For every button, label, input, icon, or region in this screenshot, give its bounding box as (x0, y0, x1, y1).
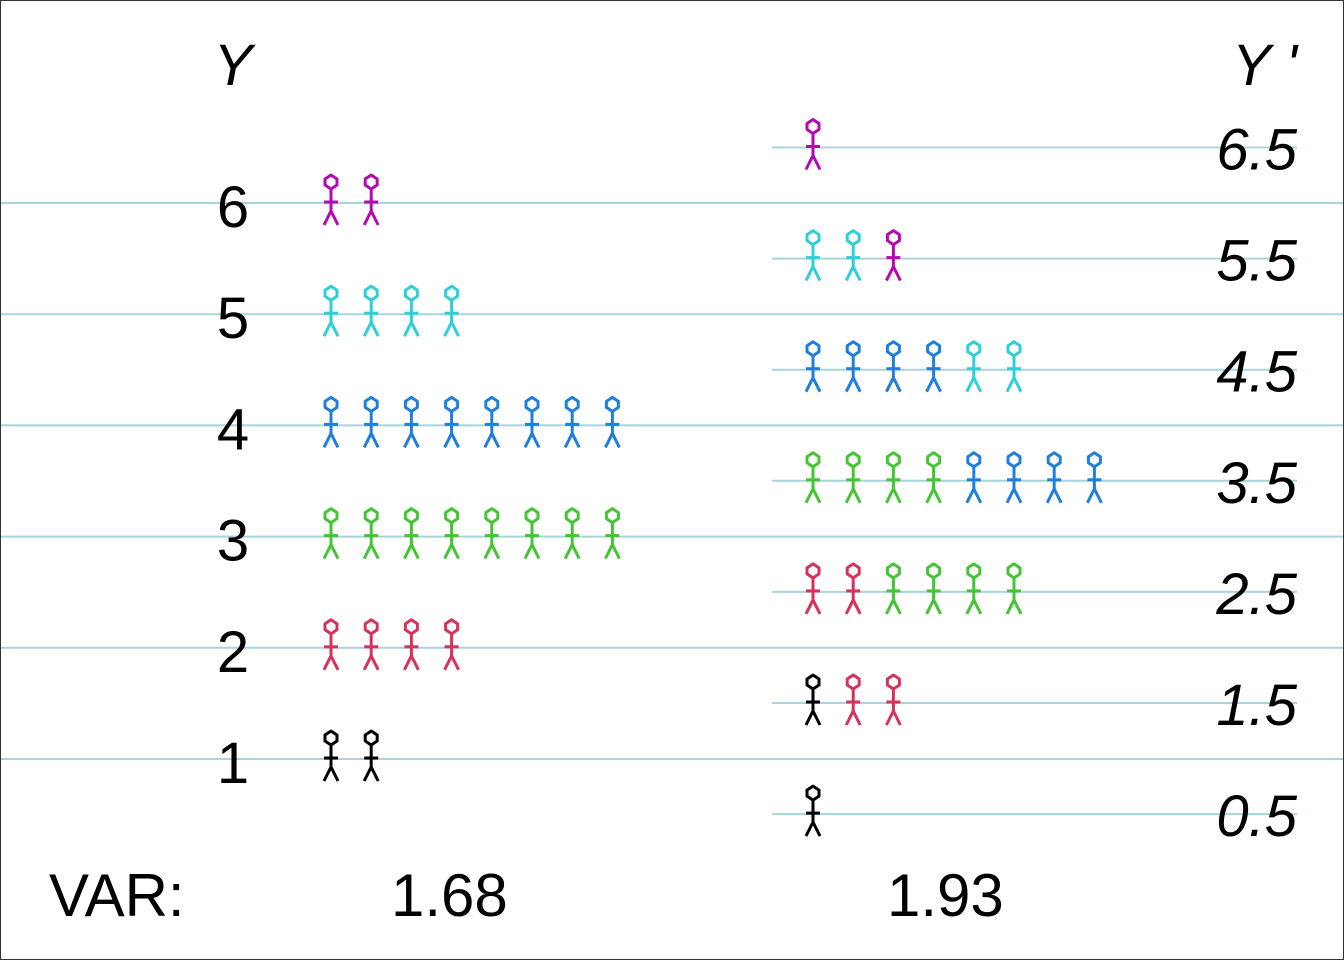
person-y-4 (523, 395, 541, 449)
person-y-5 (965, 340, 983, 393)
person-y-4 (925, 340, 942, 393)
person-y-2 (322, 618, 340, 671)
person-y-4 (1086, 451, 1103, 504)
person-y-3 (483, 507, 501, 560)
person-y-4 (804, 340, 822, 393)
person-y-6 (885, 229, 902, 282)
person-y-4 (443, 395, 460, 449)
person-y-4 (604, 395, 621, 449)
person-y-5 (443, 284, 460, 337)
person-y-3 (563, 507, 581, 560)
person-y-2 (885, 673, 902, 726)
left-row-label: 6 (217, 175, 249, 240)
person-y-3 (322, 507, 340, 560)
level-labels: 6 5 4 3 2 1 6.5 5.5 4.5 3.5 2.5 1.5 0.5 (217, 118, 1298, 850)
right-row-label: 0.5 (1216, 784, 1297, 849)
left-heading: Y (214, 33, 257, 98)
person-y-1 (804, 673, 822, 726)
person-y-2 (362, 618, 380, 671)
person-y-5 (1005, 340, 1023, 393)
person-y-3 (443, 507, 460, 560)
person-y-2 (403, 618, 420, 671)
person-y-5 (844, 229, 862, 282)
variance-y-prime-value: 1.93 (887, 862, 1004, 929)
left-row-label: 5 (217, 286, 249, 351)
person-y-4 (1045, 451, 1063, 504)
person-y-4 (483, 395, 501, 449)
person-y-5 (322, 284, 340, 337)
person-y-4 (885, 340, 902, 393)
person-y-4 (1005, 451, 1023, 504)
person-y-6 (322, 173, 340, 226)
person-y-5 (804, 229, 822, 282)
person-y-1 (322, 729, 340, 782)
right-row-label: 1.5 (1216, 673, 1297, 738)
right-row-label: 4.5 (1216, 340, 1297, 405)
person-y-3 (403, 507, 420, 560)
person-y-5 (403, 284, 420, 337)
stick-people (322, 118, 1103, 837)
right-row-label: 2.5 (1215, 562, 1297, 627)
person-y-3 (885, 451, 902, 504)
person-y-3 (1005, 562, 1023, 615)
person-y-5 (362, 284, 380, 337)
person-y-3 (965, 562, 983, 615)
person-y-3 (362, 507, 380, 560)
person-y-1 (804, 784, 822, 837)
person-y-4 (403, 395, 420, 449)
right-heading: Y ' (1232, 33, 1299, 98)
person-y-6 (362, 173, 380, 226)
person-y-1 (362, 729, 380, 782)
person-y-3 (885, 562, 902, 615)
person-y-2 (443, 618, 460, 671)
grid-lines (1, 146, 1343, 816)
left-row-label: 3 (217, 509, 249, 574)
person-y-3 (604, 507, 621, 560)
person-y-6 (804, 118, 822, 171)
person-y-3 (925, 451, 942, 504)
variance-y-value: 1.68 (391, 862, 508, 929)
person-y-4 (965, 451, 983, 504)
variance-label: VAR: (49, 862, 185, 929)
person-y-3 (925, 562, 942, 615)
person-y-4 (322, 395, 340, 449)
right-row-label: 6.5 (1216, 118, 1297, 183)
left-row-label: 2 (217, 620, 249, 685)
person-y-3 (523, 507, 541, 560)
person-y-4 (563, 395, 581, 449)
person-y-2 (844, 562, 862, 615)
right-row-label: 3.5 (1216, 451, 1297, 516)
person-y-2 (804, 562, 822, 615)
person-y-3 (844, 451, 862, 504)
left-row-label: 4 (217, 397, 249, 462)
person-y-2 (844, 673, 862, 726)
right-row-label: 5.5 (1216, 229, 1297, 294)
person-y-3 (804, 451, 822, 504)
person-y-4 (844, 340, 862, 393)
left-row-label: 1 (217, 731, 249, 796)
person-y-4 (362, 395, 380, 449)
